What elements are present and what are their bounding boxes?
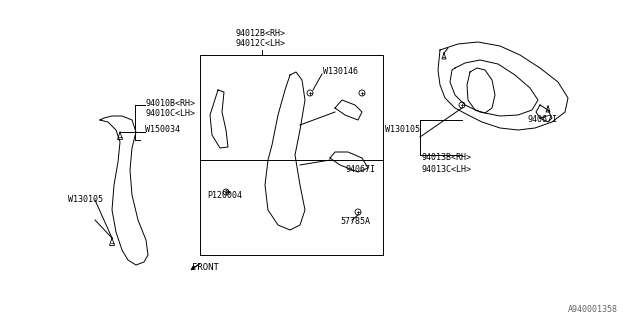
Bar (200, 55, 383, 255)
Text: 94012C<LH>: 94012C<LH> (235, 39, 285, 49)
Text: 94010C<LH>: 94010C<LH> (145, 109, 195, 118)
Text: A940001358: A940001358 (568, 306, 618, 315)
Text: FRONT: FRONT (192, 262, 219, 271)
Text: W150034: W150034 (145, 125, 180, 134)
Text: 94013B<RH>: 94013B<RH> (422, 154, 472, 163)
Text: 94010B<RH>: 94010B<RH> (145, 99, 195, 108)
Text: 57785A: 57785A (340, 218, 370, 227)
Text: W130105: W130105 (68, 196, 103, 204)
Text: P120004: P120004 (207, 190, 242, 199)
Text: W130146: W130146 (323, 68, 358, 76)
Text: 94067I: 94067I (345, 165, 375, 174)
Text: 94067I: 94067I (527, 116, 557, 124)
Text: 94013C<LH>: 94013C<LH> (422, 164, 472, 173)
Text: 94012B<RH>: 94012B<RH> (235, 28, 285, 37)
Text: W130105: W130105 (385, 125, 420, 134)
